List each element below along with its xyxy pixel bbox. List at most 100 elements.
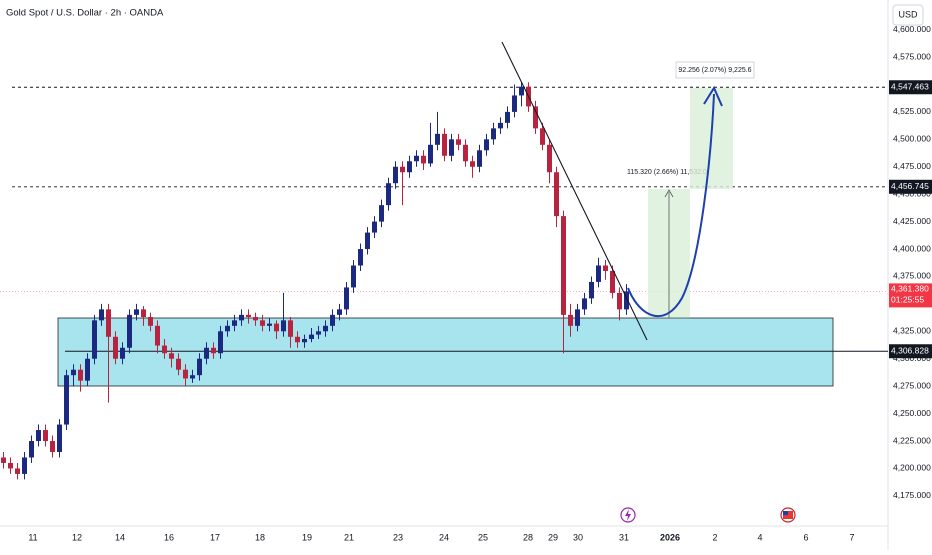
x-tick-label: 12	[72, 532, 82, 542]
y-tick-label: 4,325.000	[893, 326, 931, 336]
chart-title: Gold Spot / U.S. Dollar · 2h · OANDA	[6, 8, 164, 19]
y-tick-label: 4,375.000	[893, 271, 931, 281]
candle-body	[281, 320, 286, 332]
y-tick-label: 4,225.000	[893, 435, 931, 445]
candle-body	[603, 265, 608, 271]
support-zone	[57, 317, 834, 387]
candle-body	[358, 249, 363, 266]
candle-body	[442, 133, 447, 156]
candle-body	[183, 369, 188, 379]
candle-body	[568, 314, 573, 326]
x-tick-label: 19	[302, 532, 312, 542]
measure-label: 92.256 (2.07%) 9,225.6	[678, 67, 751, 74]
candle-body	[148, 317, 153, 326]
price-label-box	[889, 179, 932, 194]
candle-body	[491, 128, 496, 140]
y-tick-label: 4,600.000	[893, 24, 931, 34]
projection-curve	[627, 93, 715, 318]
candle-body	[50, 441, 55, 452]
candle-body	[414, 155, 419, 162]
x-tick-label: 16	[164, 532, 174, 542]
candle-body	[400, 166, 405, 173]
x-tick-label: 17	[210, 532, 220, 542]
candle-body	[127, 314, 132, 348]
price-label-box	[889, 80, 932, 95]
candle-body	[155, 325, 160, 346]
candle-body	[547, 144, 552, 173]
candle-body	[218, 331, 223, 354]
candle-body	[253, 317, 258, 321]
candle-body	[316, 331, 321, 335]
candle-body	[610, 270, 615, 293]
candle-body	[477, 150, 482, 167]
candle-body	[176, 358, 181, 370]
x-tick-label: 6	[803, 532, 808, 542]
candle-body	[57, 424, 62, 452]
candle-body	[344, 287, 349, 310]
candle-body	[64, 375, 69, 425]
candle-body	[463, 144, 468, 162]
y-tick-label: 4,425.000	[893, 216, 931, 226]
measure-label: 115.320 (2.66%) 11,532.0	[627, 169, 707, 176]
price-label: 4,456.745	[891, 181, 929, 191]
candle-body	[407, 161, 412, 173]
candle-body	[554, 172, 559, 217]
price-label: 4,306.828	[891, 345, 929, 355]
candle-body	[15, 468, 20, 474]
candle-body	[8, 462, 13, 469]
candle-body	[456, 139, 461, 145]
candle-body	[421, 155, 426, 164]
candle-body	[246, 314, 251, 318]
candle-body	[519, 86, 524, 96]
candle-body	[190, 375, 195, 379]
x-tick-label: 21	[344, 532, 354, 542]
candle-body	[372, 221, 377, 233]
candle-body	[449, 139, 454, 156]
candle-body	[295, 336, 300, 343]
candle-body	[365, 232, 370, 250]
candle-body	[470, 161, 475, 167]
price-label-box	[889, 344, 932, 359]
countdown: 01:25:55	[891, 295, 924, 305]
candle-body	[232, 320, 237, 326]
candle-body	[43, 430, 48, 442]
projection-arrowhead	[703, 85, 723, 107]
candle-body	[211, 347, 216, 354]
x-tick-label: 18	[255, 532, 265, 542]
candle-body	[575, 309, 580, 326]
y-tick-label: 4,250.000	[893, 408, 931, 418]
currency[interactable]: USD	[898, 9, 918, 19]
candle-body	[85, 358, 90, 381]
candle-body	[1, 457, 6, 463]
x-tick-label: 11	[28, 532, 37, 542]
y-tick-label: 4,175.000	[893, 490, 931, 500]
x-tick-label: 2026	[660, 532, 680, 542]
candle-body	[351, 265, 356, 288]
candle-body	[260, 320, 265, 326]
x-tick-label: 24	[439, 532, 449, 542]
candle-body	[624, 291, 629, 310]
y-tick-label: 4,575.000	[893, 51, 931, 61]
measure-label-box	[675, 61, 755, 79]
y-tick-label: 4,400.000	[893, 243, 931, 253]
currency-box[interactable]	[892, 4, 924, 26]
y-tick-label: 4,500.000	[893, 134, 931, 144]
candle-body	[596, 265, 601, 282]
y-tick-label: 4,275.000	[893, 380, 931, 390]
x-tick-label: 23	[393, 532, 403, 542]
candle-body	[288, 320, 293, 337]
candle-body	[582, 298, 587, 310]
candle-body	[99, 309, 104, 321]
x-tick-label: 14	[115, 532, 125, 542]
x-tick-label: 30	[573, 532, 583, 542]
candle-body	[162, 345, 167, 354]
candle-body	[379, 205, 384, 222]
candle-body	[267, 323, 272, 326]
x-tick-label: 28	[523, 532, 533, 542]
y-tick-label: 4,200.000	[893, 463, 931, 473]
x-tick-label: 7	[849, 532, 854, 542]
last-price-box	[889, 283, 932, 308]
candle-body	[29, 441, 34, 458]
candle-body	[330, 314, 335, 326]
